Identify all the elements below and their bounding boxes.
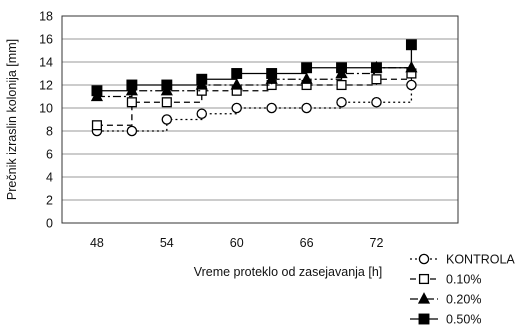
- y-tick-label: 12: [39, 79, 53, 93]
- data-point: [266, 102, 277, 114]
- legend-swatch-marker: [417, 292, 431, 304]
- data-point: [196, 73, 208, 85]
- legend-swatch-marker: [418, 253, 430, 265]
- legend-swatch-marker: [418, 273, 430, 285]
- x-tick-label: 60: [230, 236, 244, 250]
- legend-label: 0.20%: [446, 293, 481, 307]
- data-point: [300, 72, 313, 84]
- x-tick-label: 66: [300, 236, 314, 250]
- y-tick-label: 16: [39, 33, 53, 47]
- legend-label: KONTROLA: [446, 253, 515, 267]
- series-line: [96, 67, 412, 98]
- y-tick-label: 0: [46, 217, 53, 231]
- y-axis-ticks: 0 2 4 6 8 10 12 14 16 18: [39, 10, 53, 231]
- data-point: [301, 62, 313, 74]
- data-point: [126, 79, 138, 91]
- data-point: [371, 74, 382, 85]
- data-point: [266, 68, 278, 79]
- data-point: [336, 79, 347, 91]
- data-point: [91, 85, 103, 97]
- x-axis-title: Vreme proteklo od zasejavanja [h]: [194, 265, 383, 279]
- legend-label: 0.10%: [446, 273, 481, 287]
- legend: KONTROLA 0.10% 0.20% 0.50%: [410, 253, 515, 327]
- y-tick-label: 18: [39, 10, 53, 24]
- data-point: [161, 114, 173, 125]
- y-tick-label: 10: [39, 102, 53, 116]
- y-tick-label: 2: [46, 194, 53, 208]
- series-line: [96, 44, 413, 92]
- data-point: [231, 68, 243, 79]
- data-point: [230, 78, 243, 90]
- y-tick-label: 8: [46, 125, 53, 139]
- legend-item: 0.50%: [410, 313, 481, 327]
- data-point: [231, 102, 242, 114]
- legend-item: 0.10%: [410, 273, 481, 287]
- data-point: [371, 97, 382, 108]
- data-point: [91, 120, 102, 131]
- data-point: [161, 79, 173, 91]
- y-tick-label: 4: [46, 171, 53, 185]
- y-axis-title: Prečnik izraslin kolonija [mm]: [5, 39, 19, 200]
- series-0.50%: [91, 39, 417, 97]
- series-line: [96, 85, 413, 132]
- x-tick-label: 54: [160, 236, 174, 250]
- x-axis-ticks: 48 54 60 66 72: [90, 236, 383, 250]
- legend-item: KONTROLA: [410, 253, 515, 267]
- x-tick-label: 72: [370, 236, 384, 250]
- data-point: [336, 62, 347, 74]
- series-layer: [90, 39, 418, 137]
- data-point: [336, 97, 347, 108]
- y-tick-label: 14: [39, 56, 53, 70]
- data-point: [161, 97, 172, 108]
- series-line: [96, 73, 413, 126]
- plot-area: [61, 15, 459, 224]
- legend-swatch-marker: [418, 313, 430, 325]
- data-point: [126, 97, 137, 108]
- data-point: [196, 108, 208, 120]
- data-point: [406, 79, 417, 91]
- data-point: [371, 62, 382, 74]
- legend-item: 0.20%: [410, 292, 481, 307]
- legend-label: 0.50%: [446, 313, 481, 327]
- x-tick-label: 48: [90, 236, 104, 250]
- data-point: [126, 125, 138, 137]
- data-point: [301, 102, 312, 114]
- series-0.10%: [91, 68, 417, 131]
- y-tick-label: 6: [46, 148, 53, 162]
- data-point: [405, 39, 417, 51]
- series-KONTROLA: [91, 79, 417, 137]
- gridlines: [62, 38, 458, 201]
